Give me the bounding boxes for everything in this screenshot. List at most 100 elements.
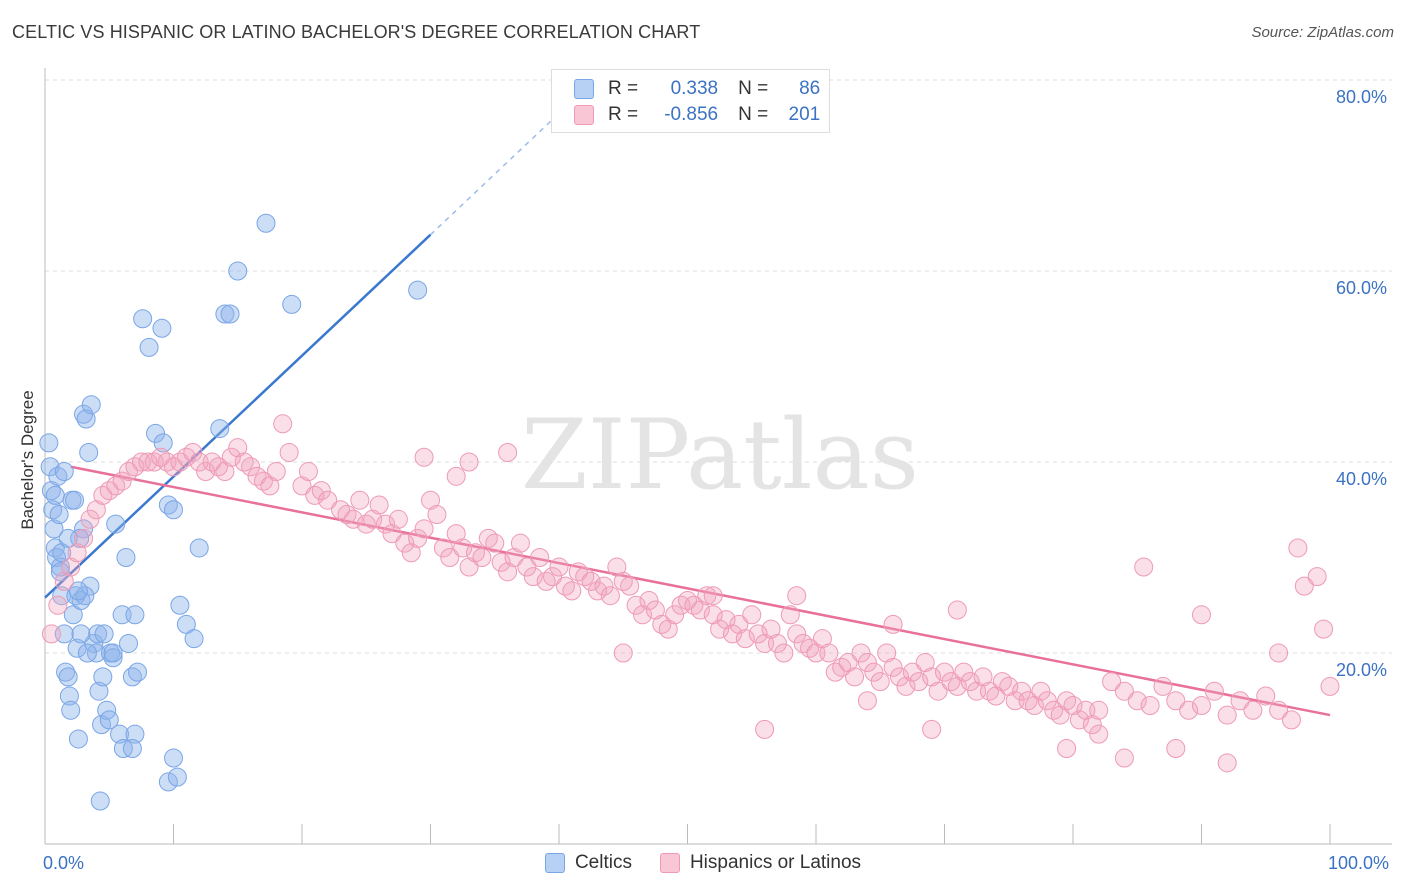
celtics-point	[99, 710, 119, 730]
hispanics-point	[735, 629, 755, 649]
celtics-point	[189, 538, 209, 558]
hispanics-point	[1166, 739, 1186, 758]
hispanics-point	[857, 653, 877, 673]
legend-item-hispanics[interactable]: Hispanics or Latinos	[659, 852, 861, 874]
hispanics-point	[915, 653, 935, 673]
hispanics-point	[1230, 691, 1250, 711]
hispanics-point	[67, 543, 87, 563]
celtics-point	[184, 629, 204, 649]
hispanics-point	[311, 481, 331, 501]
celtics-point	[50, 562, 70, 582]
hispanics-point	[414, 447, 434, 467]
hispanics-point	[1089, 700, 1109, 720]
celtics-trend-line	[44, 233, 432, 599]
hispanics-point	[748, 624, 768, 644]
hispanics-point	[260, 476, 280, 496]
hispanics-point	[1243, 700, 1263, 720]
hispanics-point	[350, 490, 370, 510]
hispanics-point	[363, 509, 383, 529]
hispanics-point	[485, 533, 505, 553]
celtics-point	[110, 724, 130, 744]
hispanics-point	[935, 662, 954, 682]
hispanics-point	[716, 610, 736, 630]
chart-title: CELTIC VS HISPANIC OR LATINO BACHELOR'S …	[12, 22, 701, 42]
hispanics-point	[61, 557, 81, 577]
hispanics-point	[266, 462, 286, 482]
hispanics-point	[1320, 676, 1340, 696]
celtics-point	[152, 318, 172, 338]
celtics-point	[49, 505, 69, 525]
hispanics-point	[440, 548, 460, 567]
hispanics-point	[607, 557, 627, 577]
hispanics-point	[722, 624, 742, 644]
hispanics-point	[1082, 715, 1102, 735]
hispanics-point	[1166, 691, 1186, 711]
celtics-point	[282, 294, 302, 314]
hispanics-point	[703, 605, 723, 625]
celtics-point	[139, 337, 159, 357]
r-label: R =	[608, 104, 639, 125]
celtics-point	[94, 624, 114, 644]
hispanics-point	[510, 533, 530, 553]
hispanics-point	[183, 442, 203, 462]
hispanics-point	[1114, 748, 1134, 768]
hispanics-point	[80, 509, 100, 529]
y-axis-label: Bachelor's Degree	[18, 390, 37, 530]
hispanics-point	[395, 533, 415, 553]
hispanics-point	[767, 633, 787, 653]
celtics-point	[93, 667, 113, 687]
hispanics-point	[896, 676, 916, 696]
hispanics-point	[1288, 538, 1308, 558]
watermark: ZIPatlas	[521, 399, 919, 511]
celtics-point	[81, 395, 101, 415]
hispanics-point	[999, 676, 1019, 696]
hispanics-point	[86, 500, 106, 520]
hispanics-point	[318, 490, 338, 510]
celtics-swatch	[574, 79, 594, 99]
celtics-point	[68, 581, 88, 601]
hispanics-point	[1140, 696, 1160, 716]
hispanics-point	[1307, 567, 1327, 587]
celtics-point	[61, 700, 81, 720]
celtics-point	[68, 729, 88, 749]
legend-item-celtics[interactable]: Celtics	[544, 852, 632, 874]
celtics-point	[119, 633, 139, 653]
celtics-point	[125, 724, 145, 744]
hispanics-point	[928, 681, 948, 701]
hispanics-point	[414, 519, 434, 539]
hispanics-point	[273, 414, 293, 434]
hispanics-point	[453, 538, 473, 558]
hispanics-point	[600, 586, 620, 606]
celtics-point	[256, 213, 276, 233]
hispanics-point	[665, 605, 685, 625]
celtics-point	[106, 514, 126, 534]
hispanics-point	[761, 619, 781, 639]
hispanics-point	[279, 442, 299, 462]
trend-lines	[44, 112, 1331, 717]
hispanics-point	[742, 605, 762, 625]
hispanics-point	[1269, 643, 1289, 663]
celtics-swatch	[544, 853, 565, 873]
hispanics-point	[883, 657, 903, 677]
hispanics-point	[819, 643, 839, 663]
hispanics-point	[1179, 700, 1199, 720]
hispanics-point	[633, 605, 653, 625]
celtics-point	[215, 304, 235, 324]
celtics-point	[89, 681, 109, 701]
hispanics-point	[1204, 681, 1224, 701]
celtics-point	[210, 419, 230, 439]
celtics-point	[74, 519, 94, 539]
celtics-point	[158, 772, 178, 792]
hispanics-point	[1217, 753, 1237, 773]
hispanics-point	[1294, 576, 1314, 596]
hispanics-point	[1314, 619, 1334, 639]
celtics-point	[167, 767, 187, 787]
celtics-point	[128, 662, 148, 682]
hispanics-point	[1063, 696, 1083, 716]
hispanics-point	[408, 528, 428, 548]
r-value: -0.856	[664, 104, 719, 125]
hispanics-point	[1192, 696, 1211, 716]
hispanics-point	[1281, 710, 1301, 730]
hispanics-point	[1134, 557, 1154, 577]
